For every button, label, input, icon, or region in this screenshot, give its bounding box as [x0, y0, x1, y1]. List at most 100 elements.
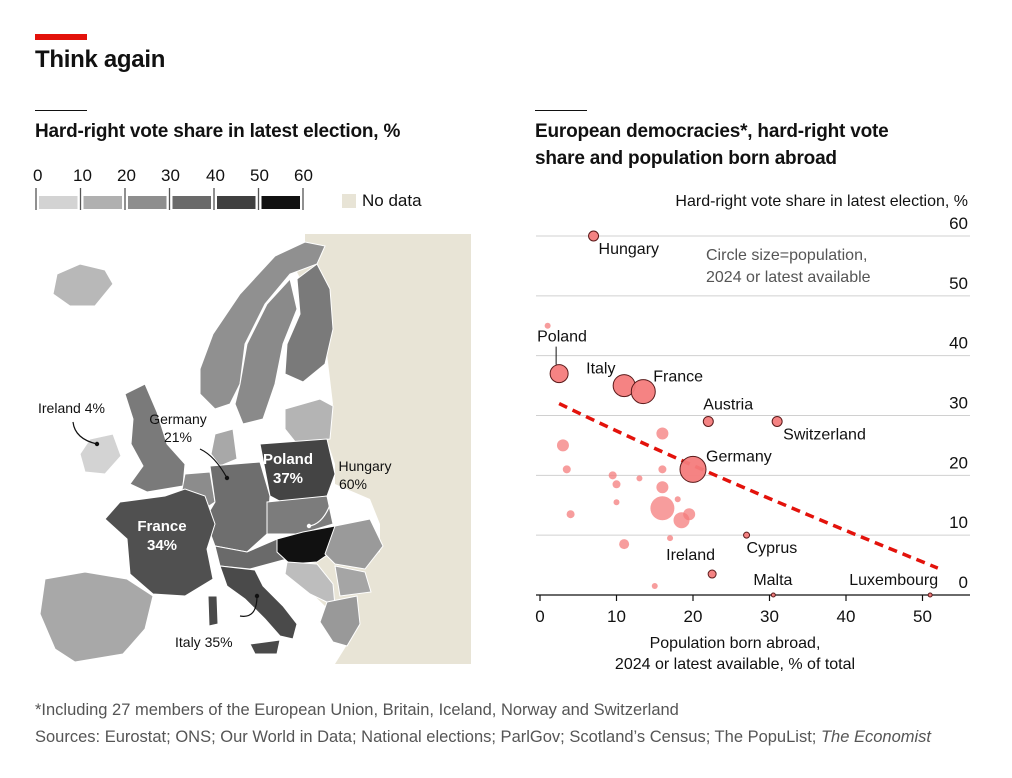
legend-tick: 50: [250, 166, 269, 185]
y-tick-label: 50: [949, 274, 968, 293]
point: [636, 475, 643, 482]
germany-pointer: [199, 448, 228, 479]
scatter-title-line2: share and population born abroad: [535, 148, 837, 169]
y-tick-label: 60: [949, 214, 968, 233]
y-tick-label: 10: [949, 513, 968, 532]
y-axis-label: Hard-right vote share in latest election…: [675, 193, 968, 210]
france-label-value: 34%: [147, 537, 177, 554]
point: [556, 439, 569, 452]
size-note-line2: 2024 or latest available: [706, 269, 871, 286]
x-tick-label: 40: [837, 607, 856, 626]
sources: Sources: Eurostat; ONS; Our World in Dat…: [35, 728, 931, 747]
legend-swatch: [172, 196, 211, 209]
legend-tick: 40: [206, 166, 225, 185]
point: [667, 535, 674, 542]
point-label-hungary: Hungary: [599, 241, 659, 258]
france-shape: [104, 488, 216, 597]
x-tick-label: 30: [760, 607, 779, 626]
point-label-luxembourg: Luxembourg: [849, 572, 938, 589]
point: [656, 427, 669, 440]
denmark-shape: [210, 428, 238, 467]
point-france: [630, 379, 656, 405]
point-label-cyprus: Cyprus: [747, 540, 798, 557]
europe-map: Ireland 4% Germany 21% Poland 37% Hungar…: [38, 234, 471, 664]
point-luxembourg: [927, 592, 933, 598]
point-cyprus: [743, 531, 751, 539]
ireland-dot: [94, 441, 100, 447]
y-tick-label: 20: [949, 453, 968, 472]
legend-swatch: [217, 196, 256, 209]
sardinia-shape: [207, 595, 219, 627]
point-switzerland: [771, 415, 783, 427]
scatter-title-line1: European democracies*, hard-right vote: [535, 121, 889, 142]
point-germany: [679, 455, 707, 483]
x-tick-label: 10: [607, 607, 626, 626]
italy-dot: [254, 593, 260, 599]
hungary-dot: [306, 523, 312, 529]
legend-swatch: [83, 196, 122, 209]
point: [608, 471, 617, 480]
point-poland: [549, 364, 569, 384]
ireland-shape: [79, 433, 122, 475]
poland-label-name: Poland: [263, 451, 313, 468]
point-ireland: [707, 569, 717, 579]
x-tick-label: 0: [535, 607, 544, 626]
france-label-name: France: [137, 518, 186, 535]
sicily-shape: [249, 639, 281, 655]
legend-tick: 30: [161, 166, 180, 185]
point: [613, 499, 620, 506]
point-malta: [770, 592, 776, 598]
legend-swatch: [261, 196, 300, 209]
scatter-title-rule: [535, 110, 587, 111]
map-title: Hard-right vote share in latest election…: [35, 121, 401, 142]
point: [658, 465, 667, 474]
point-austria: [702, 415, 714, 427]
point-label-germany: Germany: [706, 448, 772, 465]
italy-pointer: [239, 595, 258, 617]
page-title: Think again: [35, 46, 166, 73]
no-data-region: [297, 234, 471, 664]
finland-shape: [284, 263, 334, 383]
footnote: *Including 27 members of the European Un…: [35, 701, 679, 719]
legend-tick: 60: [294, 166, 313, 185]
iceland-shape: [52, 263, 114, 307]
point-label-austria: Austria: [703, 396, 753, 413]
legend-tick: 10: [73, 166, 92, 185]
y-tick-label: 0: [959, 573, 968, 592]
point-hungary: [588, 230, 600, 242]
greece-shape: [319, 595, 361, 647]
bulgaria-shape: [334, 565, 372, 597]
poland-label-value: 37%: [273, 470, 303, 487]
hungary-label-name: Hungary: [339, 458, 392, 474]
sources-italic: The Economist: [820, 728, 932, 746]
point: [612, 480, 621, 489]
point: [683, 508, 696, 521]
x-tick-label: 50: [913, 607, 932, 626]
x-axis-label-line1: Population born abroad,: [650, 635, 821, 652]
x-axis-label-line2: 2024 or latest available, % of total: [615, 656, 855, 673]
y-tick-label: 30: [949, 394, 968, 413]
italy-shape: [219, 565, 298, 640]
ireland-pointer: [72, 421, 98, 445]
point-label-ireland: Ireland: [666, 547, 715, 564]
legend-swatch: [128, 196, 167, 209]
point: [544, 322, 551, 329]
ireland-label: Ireland 4%: [38, 400, 105, 416]
baltics-shape: [284, 398, 334, 445]
point: [566, 510, 575, 519]
scatter-title: European democracies*, hard-right vote s…: [535, 118, 889, 172]
x-tick-label: 20: [684, 607, 703, 626]
point: [656, 481, 669, 494]
point-label-france: France: [653, 369, 703, 386]
size-note-line1: Circle size=population,: [706, 247, 867, 264]
legend-swatches: [35, 188, 304, 210]
point-label-poland: Poland: [537, 329, 587, 346]
hungary-label-value: 60%: [339, 476, 367, 492]
germany-label-value: 21%: [164, 429, 192, 445]
map-title-rule: [35, 110, 87, 111]
legend-tick: 20: [117, 166, 136, 185]
accent-bar: [35, 34, 87, 40]
britain-shape: [124, 383, 186, 493]
no-data-swatch: [342, 194, 356, 208]
